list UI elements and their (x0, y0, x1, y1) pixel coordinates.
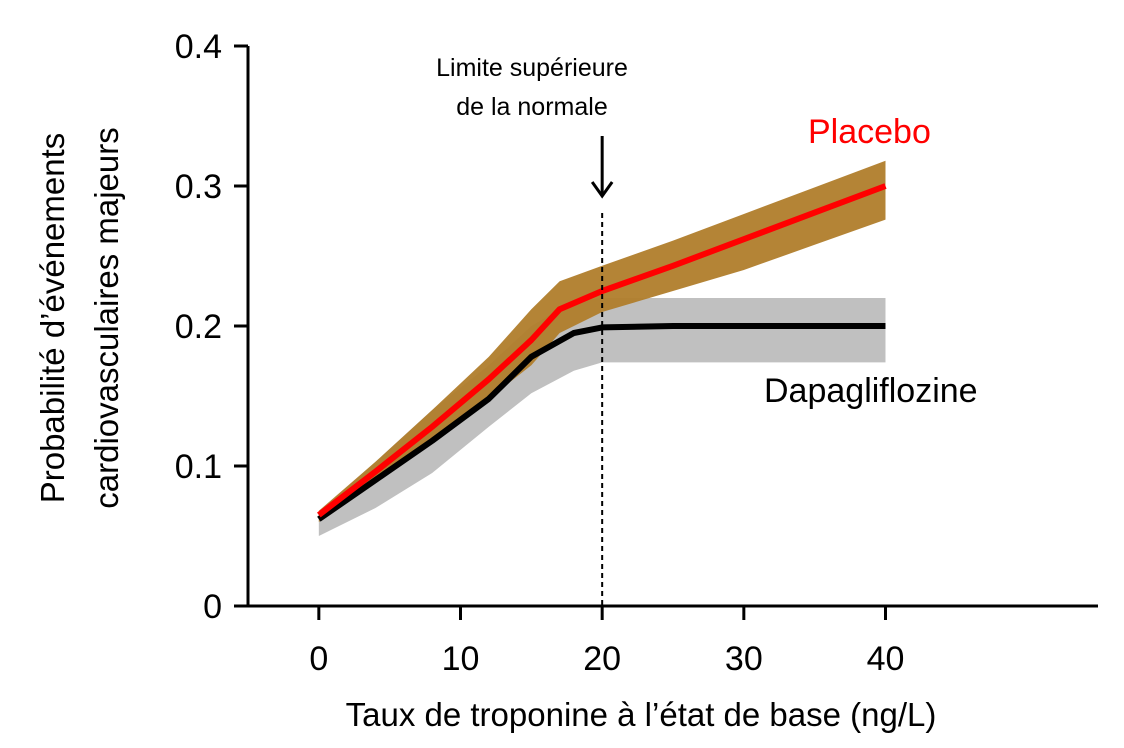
y-tick-label-2: 0.2 (175, 308, 222, 346)
series-lines (317, 183, 887, 522)
y-tick-label-4: 0.4 (175, 28, 222, 66)
y-axis-title-line-1: Probabilité d’événements (34, 133, 71, 504)
x-tick-label-40: 40 (867, 640, 905, 678)
down-arrow-icon (590, 136, 614, 199)
confidence-bands (318, 160, 886, 536)
x-tick-label-10: 10 (442, 640, 480, 678)
series-label-placebo: Placebo (808, 113, 931, 151)
axis-ticks: 0 10 20 30 40 0 0.1 0.2 0.3 0.4 (175, 28, 905, 678)
x-tick-label-0: 0 (309, 640, 328, 678)
band-placebo (318, 160, 886, 523)
y-tick-label-3: 0.3 (175, 168, 222, 206)
y-axis-title-line-2: cardiovasculaires majeurs (88, 127, 125, 508)
reference-annotation-line-2: de la normale (456, 93, 607, 121)
reference-annotation-line-1: Limite supérieure (436, 54, 628, 82)
series-label-dapagliflozine: Dapagliflozine (764, 372, 978, 410)
band-dapagliflozine (318, 298, 886, 536)
line-placebo (317, 183, 887, 518)
x-axis-title: Taux de troponine à l’état de base (ng/L… (346, 696, 937, 733)
arrow-head (590, 181, 614, 199)
x-tick-label-30: 30 (725, 640, 763, 678)
x-tick-label-20: 20 (583, 640, 621, 678)
line-dapagliflozine (317, 323, 886, 522)
y-tick-label-0: 0 (203, 588, 222, 626)
y-tick-label-1: 0.1 (175, 448, 222, 486)
